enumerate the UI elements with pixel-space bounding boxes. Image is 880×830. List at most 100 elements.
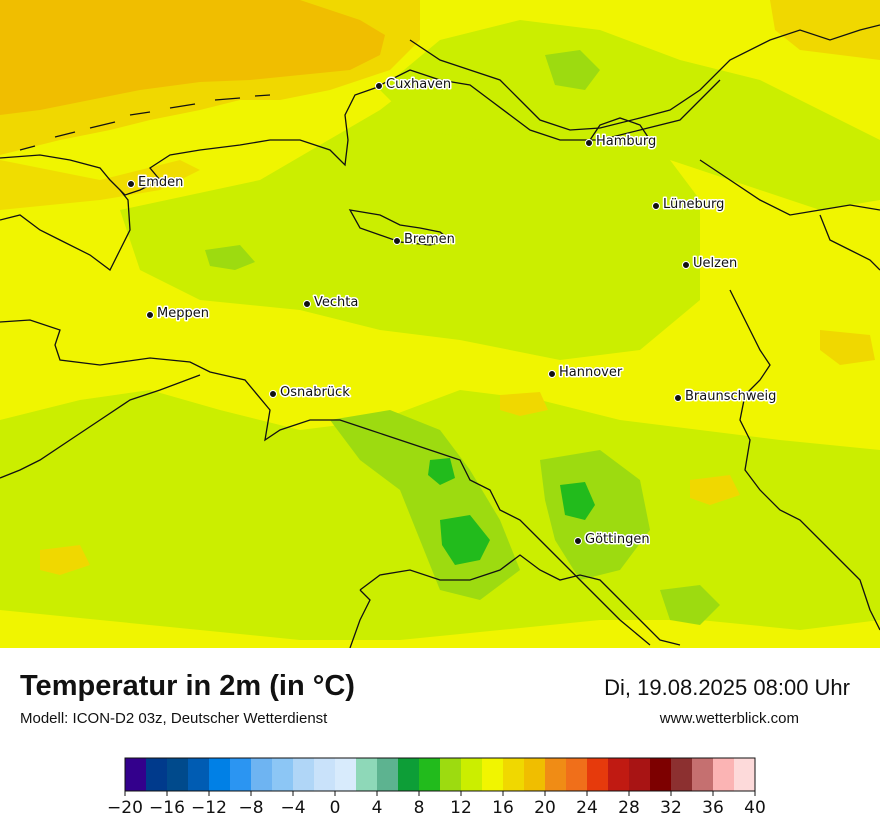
legend-color-bin xyxy=(545,758,567,791)
bremen-border xyxy=(348,209,452,246)
cities: Cuxhaven Hamburg Emden Lüneburg Bremen Uelzen… xyxy=(127,76,778,549)
legend-tick-label: 16 xyxy=(492,798,514,818)
city-marker-gttingen: Göttingen xyxy=(574,531,651,549)
legend-tick-label: 36 xyxy=(702,798,724,818)
legend-color-bin xyxy=(125,758,147,791)
elbe-mouth-warm-zone xyxy=(770,0,880,60)
legend-color-bin xyxy=(650,758,672,791)
color-scale-legend: −20 −16 −12 −8 −4 0 4 8 12 16 20 24 28 32 36 40 xyxy=(107,757,766,818)
city-label: Cuxhaven xyxy=(386,77,451,92)
legend-tick-label: 4 xyxy=(372,798,383,818)
legend-color-bin xyxy=(503,758,525,791)
city-marker-meppen: Meppen xyxy=(146,305,210,323)
border-east xyxy=(699,159,880,631)
city-dot xyxy=(574,537,582,545)
moor-cool-spot xyxy=(205,245,255,270)
legend-tick-label: 0 xyxy=(330,798,341,818)
harz-cool-zone xyxy=(540,450,650,580)
legend-color-bin xyxy=(230,758,252,791)
coast-east-harbour xyxy=(589,117,651,141)
city-label: Emden xyxy=(138,175,183,190)
legend-color-bin xyxy=(419,758,441,791)
city-dot xyxy=(548,370,556,378)
legend-color-bin xyxy=(293,758,315,791)
city-dot xyxy=(303,300,311,308)
city-marker-osnabrck: Osnabrück xyxy=(269,384,352,402)
uelzen-cool-spot xyxy=(545,50,600,90)
weser-cold-spot xyxy=(428,458,455,485)
coastline-west xyxy=(0,69,411,196)
legend-color-bin xyxy=(146,758,168,791)
website-url[interactable]: www.wetterblick.com xyxy=(659,710,799,727)
north-sea-warmer-zone xyxy=(0,0,385,115)
city-label: Hannover xyxy=(559,365,623,380)
legend-color-bin xyxy=(272,758,294,791)
warm-spot-hannover xyxy=(500,392,548,416)
legend-ticks: −20 −16 −12 −8 −4 0 4 8 12 16 20 24 28 32 36 40 xyxy=(107,791,766,818)
legend-color-bin xyxy=(398,758,420,791)
city-dot xyxy=(674,394,682,402)
legend-color-bin xyxy=(587,758,609,791)
dutch-border xyxy=(0,189,131,271)
legend-color-bin xyxy=(734,758,756,791)
legend-color-bin xyxy=(209,758,231,791)
warm-spot-south xyxy=(690,475,740,505)
legend-color-bin xyxy=(461,758,483,791)
legend-tick-label: 28 xyxy=(618,798,640,818)
city-label: Meppen xyxy=(157,306,209,321)
city-dot xyxy=(585,139,593,147)
city-marker-uelzen: Uelzen xyxy=(682,255,739,273)
city-marker-lneburg: Lüneburg xyxy=(652,196,726,214)
city-dot xyxy=(127,180,135,188)
border-west-south xyxy=(0,319,651,646)
south-east-cool-spot xyxy=(660,585,720,625)
city-marker-emden: Emden xyxy=(127,174,185,192)
legend-color-bin xyxy=(566,758,588,791)
city-dot xyxy=(652,202,660,210)
legend-tick-label: 8 xyxy=(414,798,425,818)
legend-tick-label: −20 xyxy=(107,798,143,818)
legend-tick-label: 20 xyxy=(534,798,556,818)
city-dot xyxy=(393,237,401,245)
coastal-warm-band xyxy=(0,160,200,210)
city-label: Osnabrück xyxy=(280,385,350,400)
city-marker-hamburg: Hamburg xyxy=(585,133,658,151)
legend-color-bin xyxy=(524,758,546,791)
legend-tick-label: 12 xyxy=(450,798,472,818)
leinebergland-cold-spot xyxy=(560,482,595,520)
border-south-hesse xyxy=(359,554,681,646)
city-dot xyxy=(375,82,383,90)
city-label: Vechta xyxy=(314,295,358,310)
border-south-west xyxy=(349,589,371,648)
coastline-elbe xyxy=(409,69,721,141)
city-marker-bremen: Bremen xyxy=(393,231,456,249)
city-label: Göttingen xyxy=(585,532,650,547)
city-dot xyxy=(682,261,690,269)
map-title: Temperatur in 2m (in °C) xyxy=(20,670,355,702)
city-label: Lüneburg xyxy=(663,197,724,212)
islands xyxy=(19,94,271,151)
warm-spot-east xyxy=(820,330,875,365)
model-info: Modell: ICON-D2 03z, Deutscher Wetterdie… xyxy=(20,710,328,727)
legend-tick-label: 24 xyxy=(576,798,598,818)
legend-color-bin xyxy=(692,758,714,791)
city-marker-hannover: Hannover xyxy=(548,364,624,382)
legend-color-bin xyxy=(440,758,462,791)
legend-color-bin xyxy=(713,758,735,791)
city-dot xyxy=(146,311,154,319)
legend-color-bin xyxy=(608,758,630,791)
city-label: Bremen xyxy=(404,232,455,247)
city-marker-vechta: Vechta xyxy=(303,294,360,312)
legend-tick-label: −8 xyxy=(238,798,263,818)
legend-color-bin xyxy=(167,758,189,791)
northern-mild-zone xyxy=(380,20,880,210)
legend-color-bars xyxy=(124,757,756,792)
city-dot xyxy=(269,390,277,398)
legend-tick-label: −12 xyxy=(191,798,227,818)
legend-color-bin xyxy=(356,758,378,791)
borders xyxy=(0,24,880,648)
legend-tick-label: 40 xyxy=(744,798,766,818)
solling-cold-spot xyxy=(440,515,490,565)
temperature-map: Cuxhaven Hamburg Emden Lüneburg Bremen Uelzen… xyxy=(0,0,880,648)
legend-frame xyxy=(124,757,756,792)
